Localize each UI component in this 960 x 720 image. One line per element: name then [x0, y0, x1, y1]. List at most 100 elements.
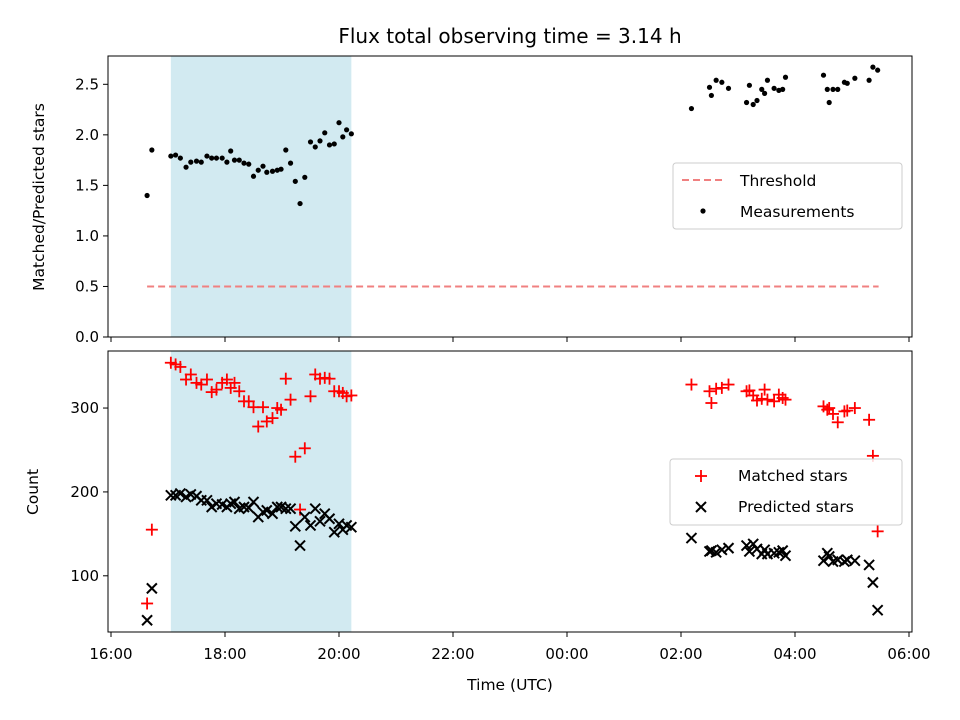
y-tick-label: 2.0	[75, 126, 99, 144]
measurement-point	[292, 178, 298, 184]
matched-stars-point	[141, 597, 154, 610]
count-panel: 16:00 18:00 20:00 22:00 00:00 02:00 04:00 06:00…	[24, 350, 931, 694]
matched-stars-point	[758, 383, 771, 396]
matched-stars-point	[145, 523, 158, 536]
predicted-stars-point	[228, 496, 241, 508]
predicted-stars-point	[328, 526, 340, 538]
predicted-stars-point	[309, 502, 321, 515]
count-shaded-region	[170, 351, 352, 632]
predicted-stars-point	[266, 508, 279, 520]
measurement-point	[771, 85, 777, 91]
legend-measurements-label: Measurements	[740, 203, 855, 221]
count-y-axis-label: Count	[24, 469, 42, 515]
legend-predicted-swatch	[695, 501, 707, 513]
predicted-stars-point	[710, 546, 722, 559]
x-tick-label: 18:00	[203, 645, 246, 663]
measurement-point	[743, 99, 750, 106]
predicted-stars-point	[284, 502, 297, 515]
predicted-stars-point	[261, 504, 273, 517]
measurement-point	[331, 141, 337, 147]
predicted-stars-point	[247, 496, 260, 508]
measurement-point	[302, 174, 308, 180]
matched-stars-point	[779, 393, 792, 406]
ratio-shaded-region	[170, 56, 352, 337]
measurement-point	[835, 86, 841, 92]
measurement-point	[824, 86, 830, 92]
predicted-stars-point	[146, 582, 158, 595]
x-tick-label: 04:00	[773, 645, 816, 663]
matched-stars-point	[289, 450, 302, 463]
measurement-point	[168, 153, 174, 159]
predicted-stars-point	[722, 542, 735, 554]
matched-stars-point	[284, 393, 297, 406]
measurement-point	[209, 155, 215, 161]
measurement-point	[348, 131, 354, 137]
matched-stars-point	[266, 412, 279, 425]
y-tick-label: 1.5	[75, 176, 99, 194]
measurement-point	[713, 77, 719, 83]
matched-stars-point	[195, 378, 208, 391]
measurement-point	[826, 99, 832, 106]
x-tick-label: 00:00	[545, 645, 588, 663]
measurement-point	[322, 130, 328, 136]
matched-stars-point	[257, 401, 269, 414]
measurement-point	[762, 90, 768, 96]
measurement-point	[224, 159, 230, 165]
matched-stars-point	[722, 378, 735, 391]
matched-stars-point	[863, 413, 876, 426]
matched-stars-point	[768, 395, 781, 408]
legend-predicted-label: Predicted stars	[738, 498, 854, 516]
measurement-point	[149, 147, 155, 153]
measurement-point	[782, 74, 789, 80]
matched-stars-point	[827, 407, 839, 420]
measurement-point	[340, 134, 346, 140]
measurement-point	[231, 157, 238, 163]
ratio-panel: 0.0 0.5 1.0 1.5 2.0 2.5 Matched/Predicted sta…	[30, 55, 913, 346]
matched-stars-point	[298, 442, 311, 455]
y-tick-label: 1.0	[75, 227, 99, 245]
measurement-point	[193, 158, 200, 164]
measurement-point	[260, 163, 266, 169]
predicted-stars-point	[174, 487, 187, 500]
y-tick-label: 2.5	[75, 75, 99, 93]
matched-stars-point	[275, 403, 288, 416]
predicted-stars-point	[867, 576, 879, 589]
matched-stars-point	[279, 372, 292, 385]
predicted-stars-point	[294, 539, 306, 552]
matched-stars-point	[705, 397, 718, 410]
measurement-point	[188, 159, 194, 165]
matched-stars-point	[345, 389, 358, 402]
matched-stars-point	[228, 376, 241, 389]
matched-stars-point	[233, 385, 246, 398]
x-tick-label: 16:00	[89, 645, 132, 663]
measurement-point	[866, 77, 872, 83]
legend-threshold-label: Threshold	[739, 172, 816, 190]
y-tick-label: 100	[70, 567, 99, 585]
legend-matched-swatch	[695, 470, 707, 482]
ratio-plot-frame	[107, 55, 913, 338]
y-tick-label: 300	[70, 399, 99, 417]
measurement-point	[297, 200, 303, 207]
x-tick-label: 06:00	[887, 645, 930, 663]
measurement-point	[719, 79, 725, 85]
measurement-point	[177, 155, 183, 161]
matched-stars-point	[220, 373, 233, 386]
measurement-point	[183, 164, 189, 170]
measurement-point	[336, 120, 342, 126]
predicted-stars-point	[817, 554, 830, 567]
measurement-point	[213, 155, 220, 161]
matched-stars-point	[848, 402, 861, 415]
measurement-point	[820, 72, 827, 78]
predicted-stars-point	[271, 501, 283, 513]
measurement-point	[255, 167, 261, 173]
predicted-stars-point	[779, 549, 792, 562]
measurement-point	[228, 148, 234, 154]
measurement-point	[852, 75, 858, 81]
predicted-stars-point	[832, 554, 844, 566]
predicted-stars-point	[201, 494, 213, 507]
x-tick-label: 22:00	[431, 645, 474, 663]
ratio-legend: Threshold Measurements	[672, 162, 903, 230]
predicted-stars-point	[289, 520, 302, 533]
predicted-stars-point	[849, 554, 861, 567]
